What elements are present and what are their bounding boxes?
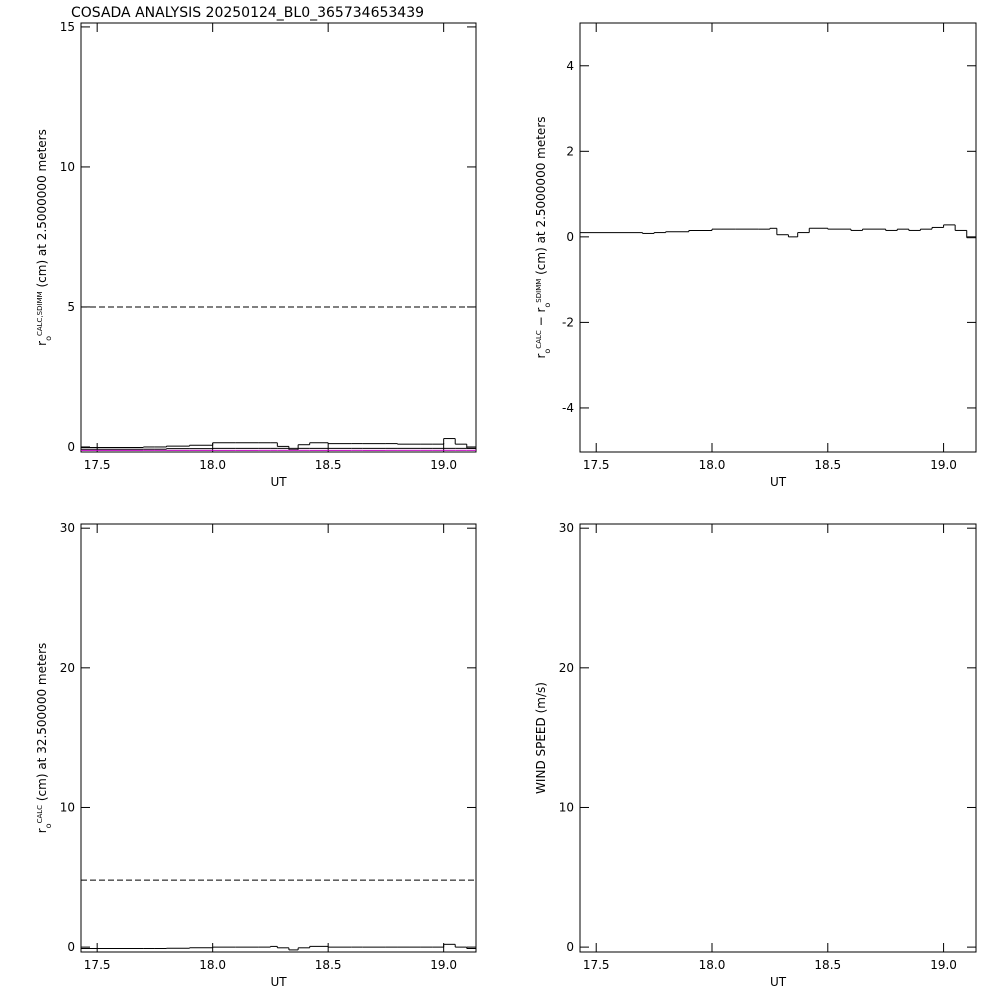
y-tick-label: 20 (60, 661, 75, 675)
y-tick-label: 0 (67, 440, 75, 454)
y-axis-label: roCALC − roSDIMM (cm) at 2.5000000 meter… (534, 116, 552, 358)
x-tick-label: 17.5 (84, 958, 111, 972)
y-axis-label-part: (cm) at 2.5000000 meters (534, 116, 548, 278)
y-tick-label: 10 (559, 800, 574, 814)
y-axis-label-part: SDIMM (535, 279, 543, 303)
y-axis-label-part: − r (534, 308, 548, 331)
chart-title: COSADA ANALYSIS 20250124_BL0_36573465343… (71, 5, 424, 21)
x-axis-label: UT (270, 975, 287, 989)
plot-frame (80, 22, 477, 453)
x-tick-label: 19.0 (930, 458, 957, 472)
y-tick-label: 15 (60, 20, 75, 34)
x-tick-label: 18.5 (315, 958, 342, 972)
x-tick-label: 18.0 (199, 958, 226, 972)
plot-frame (80, 523, 477, 953)
y-axis-label-part: r (35, 828, 49, 833)
x-tick-label: 17.5 (583, 458, 610, 472)
x-tick-label: 18.0 (699, 458, 726, 472)
y-axis-label-part: WIND SPEED (m/s) (534, 682, 548, 794)
x-tick-label: 17.5 (84, 458, 111, 472)
y-tick-label: 0 (566, 940, 574, 954)
y-tick-label: 4 (566, 59, 574, 73)
y-tick-label: -4 (562, 401, 574, 415)
x-axis-label: UT (270, 475, 287, 489)
plot-frame (579, 22, 977, 453)
x-tick-label: 19.0 (930, 958, 957, 972)
x-tick-label: 19.0 (430, 958, 457, 972)
x-tick-label: 19.0 (430, 458, 457, 472)
x-axis-label: UT (770, 975, 787, 989)
y-tick-label: 2 (566, 144, 574, 158)
y-axis-label: WIND SPEED (m/s) (534, 682, 548, 794)
y-axis-label-part: r (35, 341, 49, 346)
y-axis-label-part: o (543, 349, 552, 354)
y-tick-label: -2 (562, 315, 574, 329)
y-tick-label: 30 (60, 521, 75, 535)
y-tick-label: 10 (60, 800, 75, 814)
y-axis-label-part: r (534, 354, 548, 359)
y-axis-label-part: (cm) at 32.500000 meters (35, 643, 49, 805)
y-axis-label-part: CALC (535, 330, 543, 349)
y-axis-label-part: o (44, 336, 53, 341)
x-tick-label: 18.0 (199, 458, 226, 472)
x-tick-label: 18.5 (315, 458, 342, 472)
y-axis-label: roCALC (cm) at 32.500000 meters (35, 643, 53, 834)
y-axis-label-part: CALC,SDIMM (36, 291, 44, 336)
y-axis-label-part: (cm) at 2.5000000 meters (35, 129, 49, 291)
y-axis-label: roCALC,SDIMM (cm) at 2.5000000 meters (35, 129, 53, 346)
x-tick-label: 17.5 (583, 958, 610, 972)
x-tick-label: 18.5 (814, 458, 841, 472)
y-tick-label: 10 (60, 160, 75, 174)
y-tick-label: 30 (559, 521, 574, 535)
x-axis-label: UT (770, 475, 787, 489)
y-tick-label: 0 (67, 940, 75, 954)
y-axis-label-part: CALC (36, 805, 44, 824)
x-tick-label: 18.0 (699, 958, 726, 972)
x-tick-label: 18.5 (814, 958, 841, 972)
plot-frame (579, 523, 977, 953)
y-tick-label: 0 (566, 230, 574, 244)
y-tick-label: 20 (559, 661, 574, 675)
y-tick-label: 5 (67, 300, 75, 314)
y-axis-label-part: o (543, 303, 552, 308)
y-axis-label-part: o (44, 823, 53, 828)
